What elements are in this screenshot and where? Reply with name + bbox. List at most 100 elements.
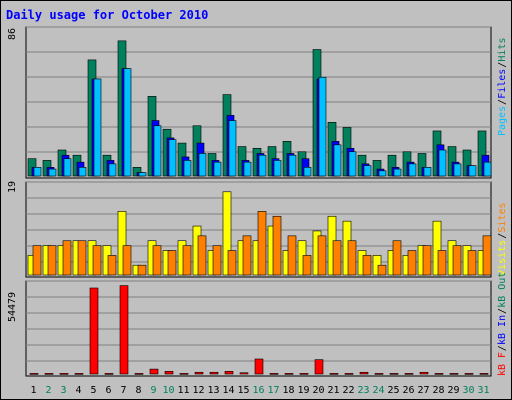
bar-pages (108, 163, 117, 177)
bar-pages (468, 165, 477, 177)
bar-sites (257, 211, 267, 276)
x-tick-label: 11 (177, 385, 189, 396)
bar-kb-f (479, 373, 489, 375)
x-tick-label: 1 (30, 385, 36, 396)
bar-kb-f (314, 359, 324, 375)
bar-sites (62, 240, 72, 276)
bar-sites (422, 245, 432, 276)
bar-sites (362, 255, 372, 276)
bar-pages (33, 167, 42, 177)
x-tick-label: 18 (282, 385, 294, 396)
bar-sites (377, 264, 387, 276)
bar-sites (242, 235, 252, 276)
x-tick-label: 22 (342, 385, 354, 396)
x-tick-label: 8 (135, 385, 141, 396)
bar-visits (117, 211, 127, 276)
x-tick-label: 10 (162, 385, 174, 396)
bar-sites (152, 245, 162, 276)
bar-pages (378, 170, 387, 177)
x-tick-label: 26 (402, 385, 414, 396)
bar-kb-f (209, 371, 219, 375)
x-tick-label: 9 (150, 385, 156, 396)
bar-kb-f (449, 373, 459, 375)
bar-pages (363, 165, 372, 177)
x-tick-label: 5 (90, 385, 96, 396)
bar-kb-f (299, 373, 309, 375)
bar-sites (197, 235, 207, 276)
bar-sites (77, 240, 87, 276)
bar-pages (243, 161, 252, 177)
x-tick-label: 15 (237, 385, 249, 396)
legend-pages: Pages (497, 106, 508, 136)
bar-sites (452, 245, 462, 276)
bar-pages (393, 168, 402, 177)
x-tick-label: 19 (297, 385, 309, 396)
x-tick-label: 21 (327, 385, 339, 396)
bar-pages (153, 125, 162, 177)
x-tick-label: 23 (357, 385, 369, 396)
y-max-label: 86 (7, 28, 18, 40)
bar-kb-f (224, 371, 234, 375)
bar-sites (332, 240, 342, 276)
bar-visits (432, 220, 442, 276)
x-tick-label: 4 (75, 385, 81, 396)
legend-separator: / (497, 308, 508, 314)
bar-pages (273, 160, 282, 177)
bar-pages (138, 172, 147, 177)
legend-hits: Hits (497, 38, 508, 62)
bar-sites (302, 255, 312, 276)
bar-pages (453, 163, 462, 177)
bar-kb-f (29, 373, 39, 375)
bar-kb-f (44, 373, 54, 375)
bar-sites (92, 245, 102, 276)
bar-sites (407, 250, 417, 276)
bar-kb-f (389, 373, 399, 375)
bar-sites (317, 235, 327, 276)
legend-kb-out: kB Out (497, 272, 508, 308)
bar-pages (318, 76, 327, 177)
x-tick-label: 31 (477, 385, 489, 396)
x-tick-label: 30 (462, 385, 474, 396)
bar-kb-f (434, 373, 444, 375)
bar-pages (48, 168, 57, 177)
bar-kb-f (149, 368, 159, 375)
legend-separator: / (497, 62, 508, 68)
bar-pages (408, 163, 417, 177)
bar-kb-f (419, 371, 429, 375)
x-tick-label: 16 (252, 385, 264, 396)
bar-sites (272, 215, 282, 276)
bar-sites (47, 245, 57, 276)
x-tick-label: 20 (312, 385, 324, 396)
bar-pages (168, 139, 177, 177)
x-tick-label: 25 (387, 385, 399, 396)
bar-pages (483, 161, 492, 177)
bar-sites (32, 245, 42, 276)
bar-sites (122, 245, 132, 276)
bar-kb-f (344, 373, 354, 375)
bar-kb-f (404, 373, 414, 375)
y-max-label: 19 (7, 181, 18, 193)
legend-separator: / (497, 345, 508, 351)
bar-sites (212, 245, 222, 276)
bar-kb-f (104, 373, 114, 375)
y-max-label: 54479 (7, 292, 18, 322)
legend-kb-f: kB F (497, 352, 508, 376)
bar-pages (423, 167, 432, 177)
x-tick-label: 24 (372, 385, 384, 396)
legend-kb-in: kB In (497, 315, 508, 345)
bar-pages (348, 151, 357, 177)
legend-separator: / (497, 99, 508, 105)
bar-kb-f (89, 287, 99, 375)
bar-visits (222, 191, 232, 276)
bar-kb-f (239, 372, 249, 375)
bar-pages (198, 153, 207, 177)
legend-files: Files (497, 69, 508, 99)
bar-sites (137, 264, 147, 276)
legend-visits: Visits (497, 240, 508, 276)
x-tick-label: 12 (192, 385, 204, 396)
bar-pages (303, 167, 312, 177)
bar-kb-f (194, 371, 204, 375)
bar-kb-f (134, 373, 144, 375)
